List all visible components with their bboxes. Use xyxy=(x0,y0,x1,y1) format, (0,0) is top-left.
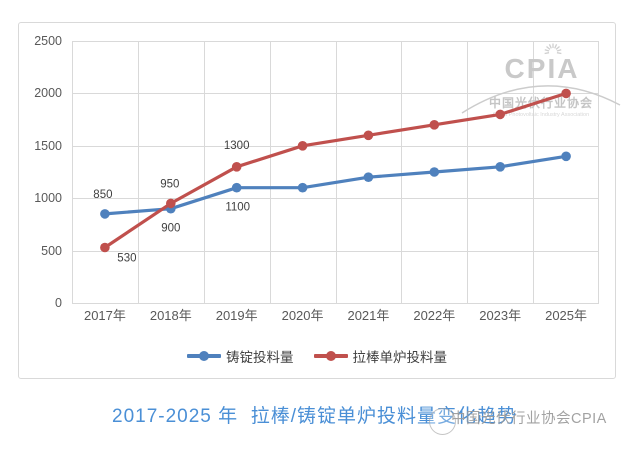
legend-item-rod: 拉棒单炉投料量 xyxy=(313,346,448,366)
series-1 xyxy=(100,88,571,253)
x-tick-label: 2025年 xyxy=(545,308,588,323)
legend-label-rod: 拉棒单炉投料量 xyxy=(352,350,448,365)
x-tick-label: 2023年 xyxy=(479,308,522,323)
svg-text:950: 950 xyxy=(160,178,179,190)
x-tick-label: 2019年 xyxy=(215,308,258,323)
svg-text:1300: 1300 xyxy=(224,140,250,152)
svg-text:530: 530 xyxy=(117,253,136,265)
y-tick-label: 1500 xyxy=(34,138,62,153)
legend-label-ingot: 铸锭投料量 xyxy=(226,350,294,365)
x-tick-label: 2020年 xyxy=(281,308,324,323)
svg-text:CPIA: CPIA xyxy=(505,53,580,84)
svg-text:900: 900 xyxy=(161,223,180,235)
x-tick-label: 2021年 xyxy=(347,308,390,323)
y-tick-label: 1000 xyxy=(34,191,62,206)
watermark-text: 中国光伏行业协会CPIA xyxy=(451,411,607,427)
y-tick-label: 0 xyxy=(55,296,62,310)
y-tick-label: 500 xyxy=(41,243,62,258)
x-tick-label: 2022年 xyxy=(413,308,456,323)
legend: 铸锭投料量 拉棒单炉投料量 xyxy=(18,346,616,366)
legend-marker-red-icon xyxy=(313,350,348,361)
gridlines xyxy=(72,41,599,304)
x-tick-label: 2018年 xyxy=(149,308,192,323)
legend-marker-blue-icon xyxy=(187,350,221,361)
chart-area xyxy=(18,22,616,379)
series-0 xyxy=(100,151,571,219)
y-tick-label: 2500 xyxy=(34,34,62,48)
svg-text:1100: 1100 xyxy=(225,202,250,214)
x-tick-label: 2017年 xyxy=(83,308,126,323)
data-labels: 850 900 1100 530 950 1300 xyxy=(93,140,250,265)
sun-circle-icon xyxy=(429,408,456,435)
svg-text:850: 850 xyxy=(93,189,112,201)
y-tick-label: 2000 xyxy=(34,86,62,101)
svg-text:China Photovoltaic Industry As: China Photovoltaic Industry Association xyxy=(493,112,589,118)
legend-item-ingot: 铸锭投料量 xyxy=(187,346,294,366)
